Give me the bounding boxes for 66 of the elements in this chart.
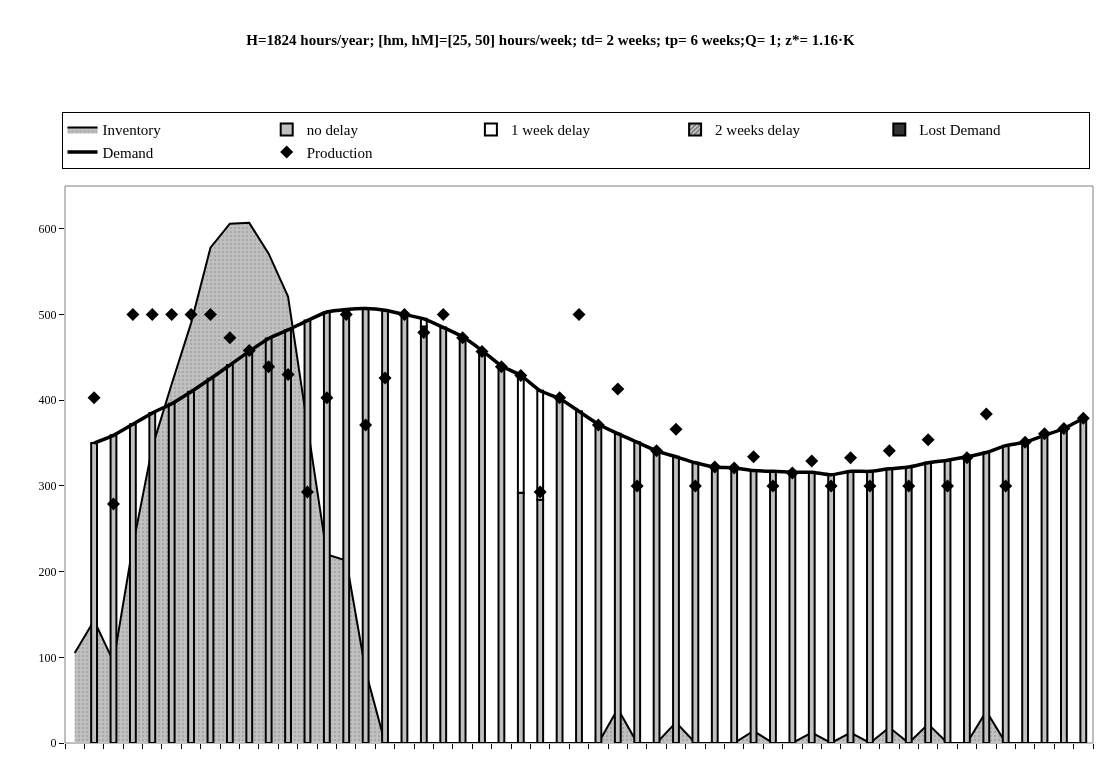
point [553, 391, 567, 405]
point [902, 479, 916, 493]
point [1057, 422, 1071, 436]
point [262, 360, 276, 374]
point [359, 418, 373, 432]
point [941, 479, 955, 493]
point [126, 308, 140, 322]
point [766, 479, 780, 493]
y-tick-label: 0 [50, 736, 57, 751]
point [494, 360, 508, 374]
point [242, 344, 256, 358]
point [397, 308, 411, 322]
point [805, 454, 819, 468]
point [87, 391, 101, 405]
legend-label: 2 weeks delay [715, 122, 801, 139]
legend-label: Production [306, 144, 374, 161]
point [475, 344, 489, 358]
point [979, 407, 993, 421]
point [223, 331, 237, 345]
point [650, 444, 664, 458]
legend-label: 1 week delay [510, 122, 591, 139]
point [611, 382, 625, 396]
point [630, 479, 644, 493]
point [824, 479, 838, 493]
point [844, 451, 858, 465]
point [747, 450, 761, 464]
y-tick-label: 400 [38, 393, 57, 408]
point [1018, 435, 1032, 449]
point [882, 444, 896, 458]
point [320, 391, 334, 405]
point [669, 422, 683, 436]
legend-label: no delay [306, 122, 359, 139]
point [688, 479, 702, 493]
y-tick-label: 500 [38, 307, 57, 322]
point [184, 308, 198, 322]
point [727, 461, 741, 475]
point [999, 479, 1013, 493]
point [591, 418, 605, 432]
point [417, 326, 431, 340]
point [785, 466, 799, 480]
y-tick-label: 100 [38, 650, 57, 665]
y-tick-label: 600 [38, 222, 57, 237]
point [921, 433, 935, 447]
legend-label: Inventory [102, 122, 162, 139]
point [165, 308, 179, 322]
point [1038, 427, 1052, 441]
legend-label: Demand [102, 144, 154, 161]
chart-title: H=1824 hours/year; [hm, hM]=[25, 50] hours/week; td= 2 weeks; tp= 6 weeks;Q= 1; z*= 1.16·K [246, 32, 855, 49]
point [514, 368, 528, 382]
point [145, 308, 159, 322]
point [300, 485, 314, 499]
point [960, 451, 974, 465]
point [106, 497, 120, 511]
point [203, 308, 217, 322]
point [456, 331, 470, 345]
point [863, 479, 877, 493]
legend-label: Lost Demand [919, 122, 1002, 139]
y-tick-label: 200 [38, 564, 57, 579]
y-tick-label: 300 [38, 479, 57, 494]
point [436, 308, 450, 322]
point [281, 368, 295, 382]
point [708, 460, 722, 474]
point [572, 308, 586, 322]
point [1076, 411, 1090, 425]
point [533, 485, 547, 499]
point [378, 371, 392, 385]
